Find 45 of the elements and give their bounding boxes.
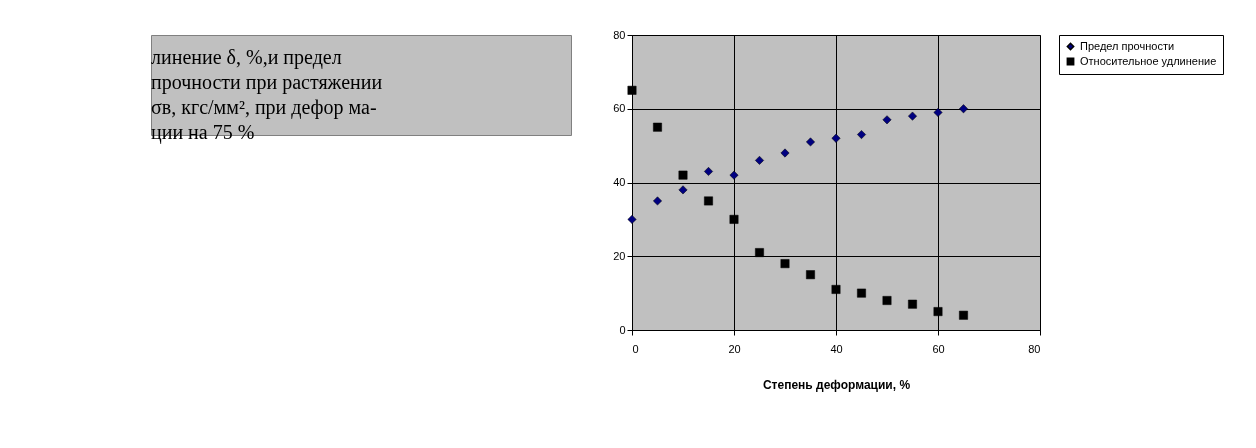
x-axis-title: Степень деформации, % bbox=[762, 377, 911, 392]
x-tick-label: 60 bbox=[932, 342, 945, 355]
point bbox=[857, 288, 866, 298]
text: прочности при растяжении bbox=[151, 70, 383, 94]
legend-label: Относительное удлинение bbox=[1080, 54, 1217, 67]
point bbox=[653, 122, 662, 132]
point bbox=[933, 307, 943, 316]
point bbox=[959, 104, 968, 114]
point bbox=[831, 133, 841, 143]
point bbox=[678, 185, 688, 195]
y-tick-label: 0 bbox=[619, 323, 626, 336]
point bbox=[806, 270, 815, 280]
point bbox=[627, 214, 637, 224]
point bbox=[908, 111, 917, 121]
point bbox=[780, 259, 790, 269]
y-tick-label: 80 bbox=[613, 28, 626, 41]
x-tick-label: 20 bbox=[728, 342, 741, 355]
text: σв, кгс/мм², при дефор ма- bbox=[151, 95, 377, 119]
point bbox=[678, 170, 688, 180]
point bbox=[908, 299, 917, 309]
point bbox=[959, 310, 968, 320]
point bbox=[933, 108, 943, 117]
text: ции на 75 % bbox=[151, 120, 255, 144]
point bbox=[653, 196, 662, 206]
point bbox=[755, 248, 764, 257]
point bbox=[882, 296, 892, 305]
point bbox=[806, 137, 815, 147]
point bbox=[704, 167, 713, 176]
text: линение δ, %,и предел bbox=[151, 45, 342, 69]
x-tick-label: 0 bbox=[632, 342, 639, 355]
y-tick-label: 40 bbox=[613, 176, 626, 188]
x-tick-label: 40 bbox=[830, 342, 843, 355]
point bbox=[755, 155, 764, 165]
point bbox=[882, 115, 892, 125]
x-tick-label: 80 bbox=[1028, 342, 1041, 355]
point bbox=[780, 148, 790, 158]
point bbox=[627, 85, 637, 95]
point bbox=[704, 196, 713, 206]
legend-label: Предел прочности bbox=[1080, 39, 1175, 52]
y-tick-label: 20 bbox=[613, 249, 626, 262]
point bbox=[857, 130, 866, 139]
y-tick-label: 60 bbox=[613, 102, 626, 115]
point bbox=[729, 170, 739, 180]
point bbox=[729, 214, 739, 224]
point bbox=[831, 285, 841, 294]
